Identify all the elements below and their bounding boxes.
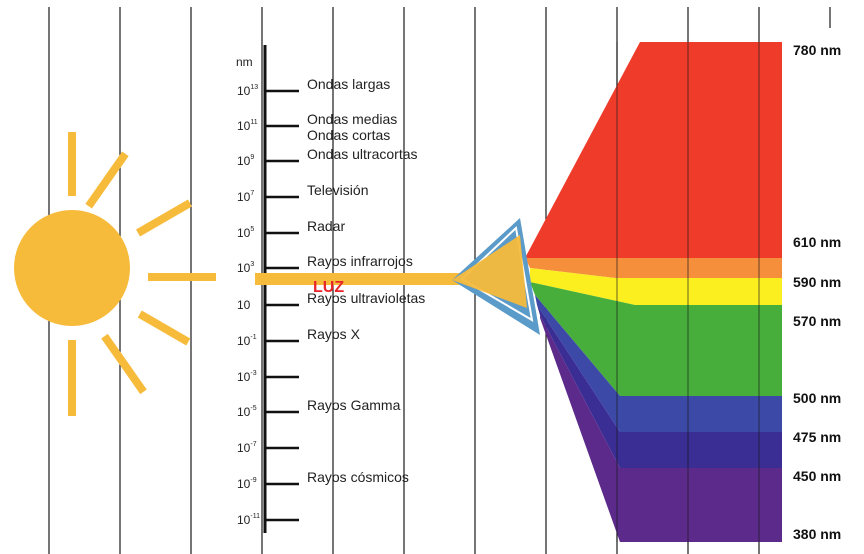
wavelength-label: 590 nm — [793, 274, 841, 290]
spectrum-band-red — [525, 42, 782, 258]
spectrum-region-label: Ondas cortas — [307, 127, 390, 143]
spectrum-band-orange — [525, 258, 782, 278]
scale-power-label: 10-5 — [237, 405, 257, 419]
wavelength-label: 475 nm — [793, 429, 841, 445]
wavelength-label: 570 nm — [793, 313, 841, 329]
wavelength-label: 780 nm — [793, 42, 841, 58]
spectrum-band-violet — [540, 315, 782, 542]
scale-power-label: 105 — [237, 226, 254, 240]
spectrum-region-label: Rayos ultravioletas — [307, 290, 425, 306]
spectrum-region-label: Rayos Gamma — [307, 397, 401, 413]
scale-power-label: 1011 — [237, 119, 258, 133]
spectrum-region-label: Rayos cósmicos — [307, 469, 409, 485]
visible-spectrum-fan — [525, 42, 782, 542]
scale-unit-label: nm — [236, 55, 253, 69]
light-label: LUZ — [313, 279, 344, 296]
prism-highlight — [460, 225, 534, 322]
sun-ray — [68, 132, 76, 196]
spectrum-region-label: Rayos X — [307, 326, 361, 342]
scale-power-label: 10 — [237, 298, 251, 312]
scale-power-label: 10-9 — [237, 477, 257, 491]
spectrum-region-label: Televisión — [307, 182, 368, 198]
spectrum-band-yellow — [530, 268, 782, 305]
spectrum-region-label: Ondas medias — [307, 111, 397, 127]
wavelength-label: 450 nm — [793, 468, 841, 484]
scale-power-label: 107 — [237, 190, 254, 204]
spectrum-region-label: Ondas ultracortas — [307, 146, 418, 162]
sun-ray — [136, 199, 192, 237]
spectrum-region-label: Ondas largas — [307, 76, 390, 92]
scale-power-label: 10-3 — [237, 370, 257, 384]
prism-icon — [452, 218, 540, 335]
scale-power-label: 1013 — [237, 84, 258, 98]
sun-ray — [85, 151, 129, 209]
sun-ray — [137, 310, 191, 346]
spectrum-band-blue — [535, 295, 782, 432]
scale-power-label: 10-1 — [237, 334, 257, 348]
spectrum-band-green — [530, 282, 782, 396]
scale-power-label: 103 — [237, 261, 254, 275]
spectrum-region-label: Rayos infrarrojos — [307, 253, 413, 269]
sun-ray — [148, 273, 216, 281]
wavelength-labels: 780 nm 610 nm 590 nm 570 nm 500 nm 475 nm 450 … — [793, 42, 841, 542]
scale-power-label: 10-11 — [237, 513, 260, 527]
wavelength-label: 380 nm — [793, 526, 841, 542]
sun-disc — [14, 210, 130, 326]
spectrum-region-label: Radar — [307, 218, 345, 234]
sun-ray — [101, 333, 147, 395]
spectrum-band-indigo — [537, 305, 782, 468]
wavelength-label: 500 nm — [793, 390, 841, 406]
wavelength-label: 610 nm — [793, 234, 841, 250]
scale-power-label: 109 — [237, 154, 254, 168]
scale-power-label: 10-7 — [237, 441, 257, 455]
prism-light-cone — [452, 235, 527, 308]
sun-ray — [68, 340, 76, 416]
sun-icon — [14, 132, 216, 416]
